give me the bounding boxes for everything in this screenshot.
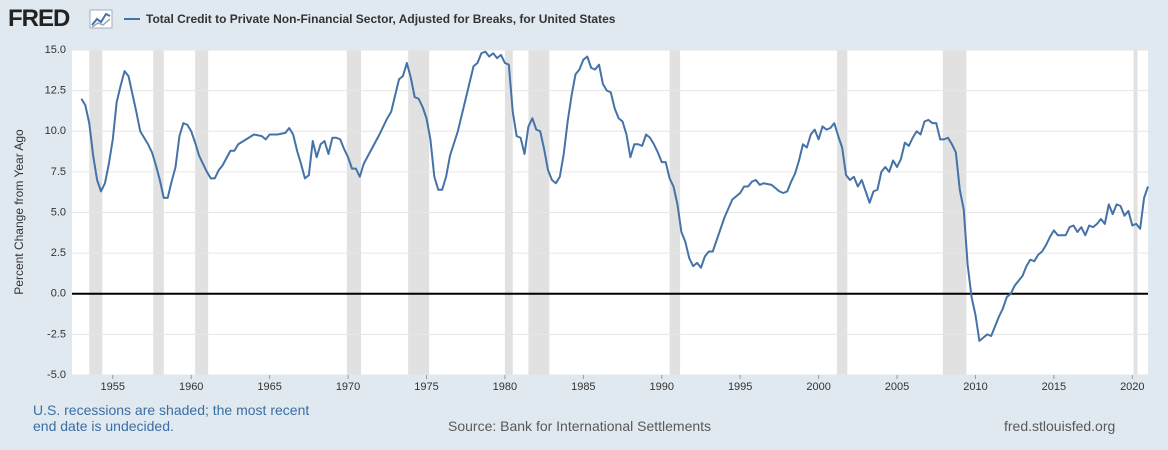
x-tick-label: 1965 — [257, 381, 281, 393]
x-tick-label: 2005 — [885, 381, 909, 393]
series-line — [80, 50, 1149, 342]
x-tick-label: 1960 — [179, 381, 203, 393]
y-axis-label: Percent Change from Year Ago — [12, 129, 26, 295]
source: Source: Bank for International Settlemen… — [448, 418, 712, 434]
y-tick-label: 15.0 — [45, 44, 66, 56]
x-tick-label: 1990 — [650, 381, 674, 393]
x-tick-label: 1970 — [336, 381, 360, 393]
y-tick-label: -2.5 — [47, 328, 66, 340]
logo-icon — [89, 9, 113, 29]
y-tick-label: 2.5 — [51, 247, 66, 259]
x-tick-label: 1995 — [728, 381, 752, 393]
y-tick-label: 7.5 — [51, 166, 66, 178]
y-tick-label: 10.0 — [45, 125, 66, 137]
y-tick-label: 0.0 — [51, 288, 66, 300]
x-tick-label: 2010 — [963, 381, 987, 393]
x-tick-label: 1985 — [571, 381, 595, 393]
x-tick-label: 1980 — [493, 381, 517, 393]
y-tick-label: -5.0 — [47, 369, 66, 381]
x-tick-label: 2000 — [806, 381, 830, 393]
x-tick-label: 1955 — [101, 381, 125, 393]
x-tick-label: 2020 — [1120, 381, 1144, 393]
y-tick-label: 5.0 — [51, 206, 66, 218]
y-tick-label: 12.5 — [45, 85, 66, 97]
x-tick-label: 1975 — [414, 381, 438, 393]
legend-label: Total Credit to Private Non-Financial Se… — [146, 12, 616, 26]
logo: FRED — [8, 5, 70, 32]
recession-note: U.S. recessions are shaded; the most rec… — [33, 402, 310, 434]
x-tick-label: 2015 — [1042, 381, 1066, 393]
site-link: fred.stlouisfed.org — [1004, 418, 1116, 434]
